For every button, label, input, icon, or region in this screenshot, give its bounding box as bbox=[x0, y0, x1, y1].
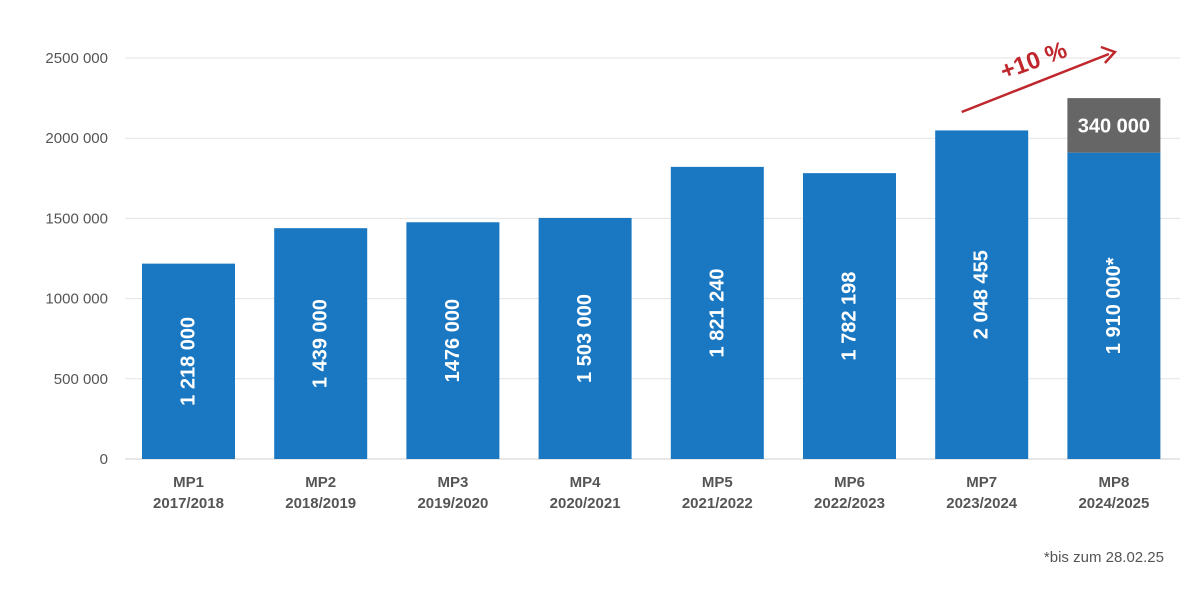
bars: 1 218 000 1 439 000 1476 000 1 503 000 1 821… bbox=[142, 98, 1161, 460]
growth-arrow-head bbox=[1100, 45, 1118, 64]
category-label-name: MP3 bbox=[437, 474, 468, 491]
bar-value-label: 1476 000 bbox=[442, 299, 464, 382]
category-label-period: 2020/2021 bbox=[550, 495, 621, 512]
bar bbox=[670, 166, 764, 459]
footnote: *bis zum 28.02.25 bbox=[1043, 549, 1164, 566]
growth-annotation-label: +10 % bbox=[997, 37, 1071, 86]
category-label-name: MP7 bbox=[966, 474, 997, 491]
bar bbox=[538, 217, 632, 459]
bar-value-label: 1 910 000* bbox=[1103, 257, 1125, 354]
category-label-period: 2022/2023 bbox=[814, 495, 885, 512]
bar-value-label: 1 782 198 bbox=[839, 272, 861, 361]
category-label-period: 2018/2019 bbox=[285, 495, 356, 512]
y-tick-label: 2500 000 bbox=[45, 50, 108, 67]
bar-value-label: 1 821 240 bbox=[706, 268, 728, 357]
category-label-name: MP5 bbox=[702, 474, 733, 491]
bar-value-label: 2 048 455 bbox=[971, 250, 993, 339]
bar bbox=[274, 228, 368, 459]
y-tick-label: 2000 000 bbox=[45, 130, 108, 147]
growth-arrow-line bbox=[961, 52, 1110, 114]
bar bbox=[406, 222, 500, 459]
bar-value-label: 1 439 000 bbox=[310, 299, 332, 388]
bar bbox=[142, 263, 235, 459]
y-axis-tick-labels: 0 500 000 1000 000 1500 000 2000 000 2500 000 bbox=[45, 50, 108, 468]
y-tick-label: 1000 000 bbox=[45, 291, 108, 308]
bar-value-label: 1 503 000 bbox=[574, 294, 596, 383]
category-label-name: MP8 bbox=[1098, 474, 1129, 491]
category-label-period: 2023/2024 bbox=[946, 495, 1018, 512]
stacked-value-label: 340 000 bbox=[1078, 115, 1150, 137]
bar-value-label: 1 218 000 bbox=[178, 317, 200, 406]
stacked-bar-segment bbox=[1067, 98, 1161, 153]
category-label-period: 2019/2020 bbox=[417, 495, 488, 512]
y-tick-label: 1500 000 bbox=[45, 210, 108, 227]
bar bbox=[803, 173, 896, 459]
category-label-name: MP4 bbox=[570, 474, 602, 491]
y-tick-label: 500 000 bbox=[54, 371, 108, 388]
x-axis-category-labels: MP1 2017/2018 MP2 2018/2019 MP3 2019/2020 MP4 2… bbox=[153, 474, 1149, 512]
category-label-name: MP1 bbox=[173, 474, 204, 491]
category-label-name: MP6 bbox=[834, 474, 865, 491]
bar bbox=[935, 130, 1029, 460]
category-label-period: 2021/2022 bbox=[682, 495, 753, 512]
bar bbox=[1067, 152, 1161, 460]
category-label-period: 2024/2025 bbox=[1078, 495, 1149, 512]
y-tick-label: 0 bbox=[100, 451, 108, 468]
category-label-name: MP2 bbox=[305, 474, 336, 491]
category-label-period: 2017/2018 bbox=[153, 495, 224, 512]
